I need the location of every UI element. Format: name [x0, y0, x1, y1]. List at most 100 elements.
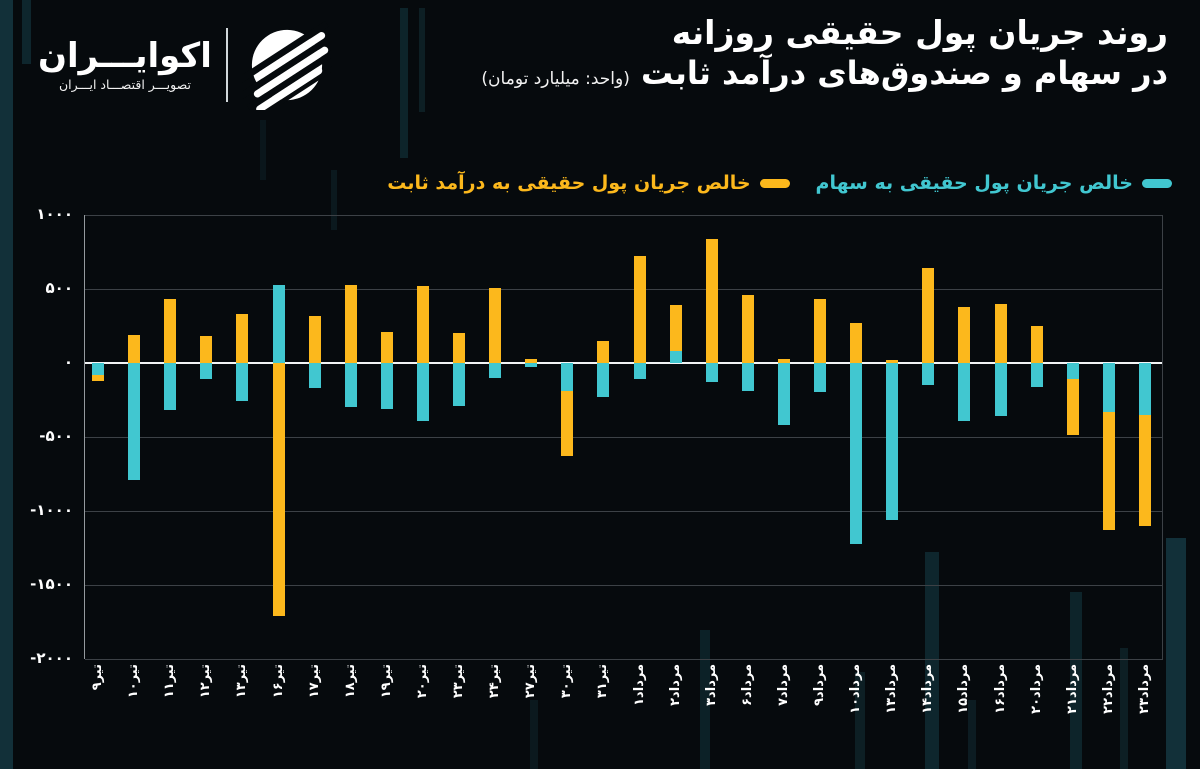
decorative-stripe	[1166, 538, 1186, 769]
bar-stocks	[308, 363, 321, 389]
x-axis-label: مرداد۲۰	[1028, 664, 1044, 714]
x-axis-label: تیر۲۴	[487, 664, 503, 699]
bar-stocks	[669, 351, 682, 363]
bar-fixed-income	[164, 299, 177, 363]
bar-fixed-income	[1030, 326, 1043, 363]
x-axis-label: تیر۲۷	[523, 664, 539, 699]
bar-fixed-income	[453, 333, 465, 363]
legend-swatch-stocks	[1142, 178, 1172, 188]
x-axis-label: مرداد۲۲	[1100, 664, 1116, 714]
bar-stocks	[525, 363, 538, 367]
chart-unit-label: (واحد: میلیارد تومان)	[481, 69, 630, 90]
legend-label-stocks: خالص جریان پول حقیقی به سهام	[815, 172, 1133, 194]
bar-stocks	[994, 363, 1007, 416]
bar-stocks	[272, 284, 285, 363]
bar-fixed-income	[705, 238, 718, 363]
bar-chart-plot-area	[84, 215, 1163, 660]
decorative-stripe	[22, 0, 31, 64]
bar-fixed-income	[669, 305, 682, 363]
chart-title-line2-main: در سهام و صندوق‌های درآمد ثابت	[640, 54, 1168, 93]
ecoiran-emblem-icon	[241, 21, 332, 110]
bar-stocks	[92, 363, 104, 375]
decorative-stripe	[1120, 648, 1128, 769]
x-axis-label: مرداد۱۴	[920, 664, 936, 714]
y-axis-label: ۱۰۰۰	[36, 205, 73, 223]
bar-fixed-income	[777, 358, 790, 363]
brand-tagline: تصویـــر اقتصـــاد ایـــران	[58, 77, 191, 93]
bar-fixed-income	[236, 314, 249, 363]
chart-legend: خالص جریان پول حقیقی به سهام خالص جریان …	[387, 172, 1172, 194]
x-axis-label: مرداد۶	[739, 664, 755, 706]
bar-fixed-income	[850, 323, 863, 363]
bar-stocks	[814, 363, 826, 392]
x-axis-label: مرداد۲۱	[1064, 664, 1080, 714]
x-axis-label: مرداد۳	[703, 664, 719, 706]
bar-stocks	[1066, 363, 1079, 380]
x-axis-label: تیر۲۰	[414, 664, 430, 699]
bar-fixed-income	[886, 360, 899, 363]
bar-stocks	[453, 363, 465, 406]
y-axis-label: -۱۵۰۰	[30, 575, 73, 593]
bar-fixed-income	[200, 336, 213, 363]
bar-stocks	[1102, 363, 1115, 412]
chart-title-line2: در سهام و صندوق‌های درآمد ثابت (واحد: می…	[481, 53, 1168, 95]
bar-fixed-income	[1066, 363, 1079, 435]
bar-fixed-income	[994, 303, 1007, 363]
bar-fixed-income	[489, 287, 502, 363]
bar-fixed-income	[525, 358, 538, 363]
zero-line	[85, 362, 1163, 364]
bar-fixed-income	[741, 294, 754, 363]
bar-fixed-income	[633, 256, 646, 363]
legend-item-fixed-income: خالص جریان پول حقیقی به درآمد ثابت	[387, 172, 790, 194]
bar-stocks	[1138, 363, 1151, 415]
x-axis-label: تیر۳۱	[595, 664, 611, 699]
x-axis-label: تیر۱۱	[162, 664, 178, 699]
brand-divider	[225, 28, 228, 102]
legend-label-fixed-income: خالص جریان پول حقیقی به درآمد ثابت	[387, 172, 751, 194]
bar-stocks	[561, 363, 574, 392]
gridline	[85, 659, 1163, 660]
gridline	[85, 585, 1163, 586]
x-axis-label: مرداد۱۶	[992, 664, 1008, 714]
bar-stocks	[633, 363, 646, 380]
y-axis-label: -۲۰۰۰	[30, 649, 73, 667]
bar-stocks	[489, 363, 502, 378]
y-axis-label: -۱۰۰۰	[30, 501, 73, 519]
x-axis-label: تیر۱۲	[198, 664, 214, 699]
y-axis-label: ۵۰۰	[45, 279, 73, 297]
bar-stocks	[777, 363, 790, 426]
plot-right-border	[1162, 215, 1163, 659]
y-axis-line	[84, 215, 85, 659]
bar-fixed-income	[128, 334, 141, 363]
x-axis-label: تیر۱۶	[270, 664, 286, 699]
bar-stocks	[236, 363, 249, 402]
bar-fixed-income	[308, 315, 321, 363]
bar-stocks	[597, 363, 610, 398]
x-axis-label: مرداد۲۳	[1136, 664, 1152, 714]
bar-stocks	[1030, 363, 1043, 387]
decorative-stripe	[419, 8, 425, 112]
gridline	[85, 289, 1163, 290]
x-axis-label: تیر۲۳	[451, 664, 466, 699]
bar-stocks	[705, 363, 718, 383]
bar-stocks	[200, 363, 213, 380]
bar-stocks	[958, 363, 971, 421]
gridline	[85, 511, 1163, 512]
bar-stocks	[922, 363, 935, 386]
bar-fixed-income	[958, 306, 971, 363]
x-axis-label: مرداد۹	[812, 664, 827, 706]
x-axis-label: تیر۱۸	[342, 664, 358, 699]
x-axis-label: مرداد۱۵	[956, 664, 972, 714]
bar-stocks	[416, 363, 429, 421]
bar-fixed-income	[344, 284, 357, 363]
decorative-stripe	[260, 120, 266, 180]
bar-fixed-income	[380, 331, 393, 363]
brand-name: اکوایـــران	[38, 35, 212, 76]
x-axis-label: تیر۱۷	[306, 664, 322, 699]
y-axis-label: ۰	[63, 353, 73, 371]
bar-stocks	[128, 363, 141, 480]
x-axis-label: مرداد۱۳	[884, 664, 900, 714]
bar-fixed-income	[922, 268, 935, 363]
x-axis-label: مرداد۱	[631, 664, 647, 706]
